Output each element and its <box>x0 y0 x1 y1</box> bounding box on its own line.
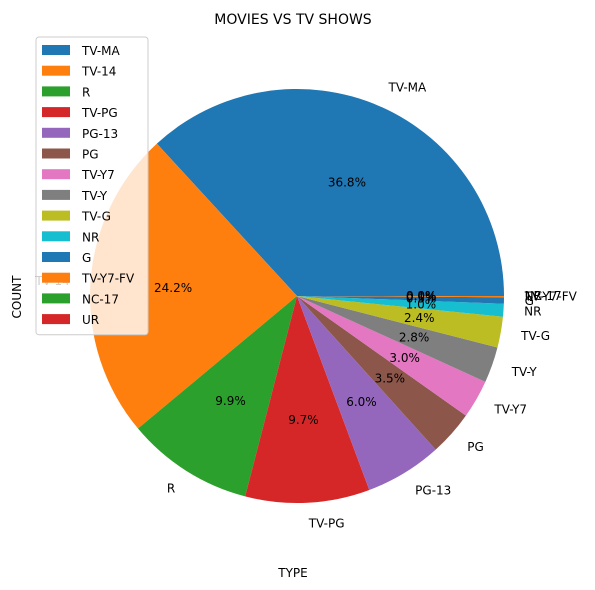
slice-label-tv-ma: TV-MA <box>388 80 428 94</box>
pie-slice-tv-y7 <box>297 296 486 416</box>
pie-slice-r <box>138 296 297 497</box>
legend-swatch-nc-17 <box>42 293 70 304</box>
pie-slice-tv-y7-fv <box>297 296 504 298</box>
slice-label-tv-g: TV-G <box>520 329 550 343</box>
x-axis-label: TYPE <box>277 566 307 580</box>
slice-label-pg: PG <box>467 440 484 454</box>
legend-entry-tv-14: TV-14 <box>81 65 116 79</box>
percent-label-tv-y7-fv: 0.1% <box>406 289 437 303</box>
legend-swatch-tv-ma <box>42 45 70 55</box>
percent-label-tv-pg: 9.7% <box>288 413 319 427</box>
percent-labels: 36.8% 24.2% 9.9% 9.7% 6.0% 3.5% 3.0% 2.8% 2.4%1.… <box>154 175 436 427</box>
slice-label-ur: UR <box>525 289 542 303</box>
percent-label-tv-y7: 3.0% <box>389 351 420 365</box>
pie-slice-tv-pg <box>245 296 370 503</box>
pie-slice-pg-13 <box>297 296 436 490</box>
legend-swatch-nr <box>42 231 70 242</box>
pie-slice-nr <box>297 296 504 317</box>
legend-entry-tv-y: TV-Y <box>81 189 108 203</box>
legend-entry-tv-y7-fv: TV-Y7-FV <box>81 272 135 286</box>
slice-label-pg-13: PG-13 <box>415 484 451 498</box>
legend-entry-r: R <box>82 85 90 99</box>
legend-entry-nr: NR <box>82 230 99 244</box>
slice-labels: TV-MATV-14RTV-PGPG-13PGTV-Y7TV-YTV-GNRGT… <box>34 80 577 530</box>
legend-swatch-tv-y7-fv <box>42 272 70 283</box>
percent-label-g: 0.5% <box>406 292 437 306</box>
percent-label-pg: 3.5% <box>375 371 406 385</box>
percent-label-r: 9.9% <box>215 394 246 408</box>
percent-label-tv-g: 2.4% <box>404 311 435 325</box>
pie-slice-tv-y <box>297 296 498 382</box>
legend-swatch-tv-g <box>42 210 70 221</box>
percent-label-tv-14: 24.2% <box>154 281 192 295</box>
legend-entry-pg-13: PG-13 <box>82 127 118 141</box>
slice-label-r: R <box>167 481 175 495</box>
legend: TV-MA TV-14 R TV-PG PG-13 PG TV-Y7 TV-Y TV-G NR GT… <box>35 36 149 336</box>
pie-slice-tv-g <box>297 296 503 348</box>
percent-label-nc-17: 0.0% <box>406 289 437 303</box>
legend-entry-ur: UR <box>82 313 99 327</box>
pie-slice-g <box>297 296 504 304</box>
percent-label-tv-ma: 36.8% <box>328 175 366 189</box>
legend-swatch-pg-13 <box>42 127 70 138</box>
legend-entry-tv-pg: TV-PG <box>81 106 118 120</box>
legend-swatch-r <box>42 86 70 97</box>
pie-slice-tv-ma <box>156 88 504 296</box>
legend-entry-nc-17: NC-17 <box>82 292 119 306</box>
slice-label-nr: NR <box>524 305 541 319</box>
percent-label-pg-13: 6.0% <box>346 395 377 409</box>
legend-swatch-tv-14 <box>42 65 70 76</box>
slice-label-tv-y7-fv: TV-Y7-FV <box>524 290 578 304</box>
pie-slice-pg <box>297 296 466 450</box>
legend-swatch-tv-pg <box>42 107 70 118</box>
legend-swatch-tv-y7 <box>42 169 70 180</box>
slice-label-tv-pg: TV-PG <box>308 516 345 530</box>
pie-slices <box>89 88 504 503</box>
legend-entry-g: G <box>82 251 91 265</box>
legend-entry-tv-g: TV-G <box>81 210 111 224</box>
legend-swatch-ur <box>42 314 70 325</box>
legend-entry-pg: PG <box>82 148 99 162</box>
percent-label-tv-y: 2.8% <box>399 330 430 344</box>
y-axis-label: COUNT <box>10 275 24 319</box>
slice-label-nc-17: NC-17 <box>525 289 562 303</box>
legend-swatch-pg <box>42 148 70 159</box>
legend-entry-tv-y7: TV-Y7 <box>81 168 115 182</box>
percent-label-ur: 0.0% <box>406 289 437 303</box>
chart-title: MOVIES VS TV SHOWS <box>214 12 372 28</box>
slice-label-tv-y: TV-Y <box>511 365 538 379</box>
legend-entry-tv-ma: TV-MA <box>81 44 121 58</box>
percent-label-nr: 1.0% <box>406 298 437 312</box>
legend-swatch-tv-y <box>42 189 70 200</box>
slice-label-tv-y7: TV-Y7 <box>493 403 527 417</box>
slice-label-g: G <box>525 294 534 308</box>
legend-swatch-g <box>42 252 70 262</box>
legend-frame <box>35 36 149 336</box>
